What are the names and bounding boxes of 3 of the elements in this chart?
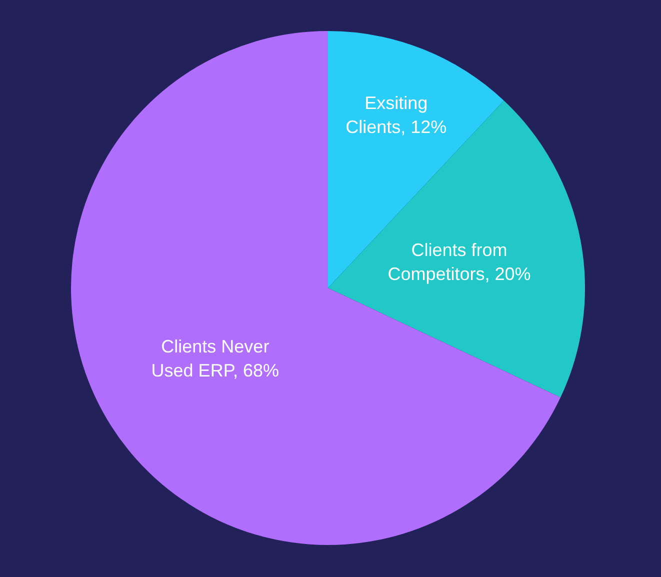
slice-label: Exsiting Clients, 12%	[346, 92, 447, 137]
slice-label: Clients from Competitors, 20%	[388, 240, 531, 284]
slice-label: Clients Never Used ERP, 68%	[151, 336, 280, 381]
